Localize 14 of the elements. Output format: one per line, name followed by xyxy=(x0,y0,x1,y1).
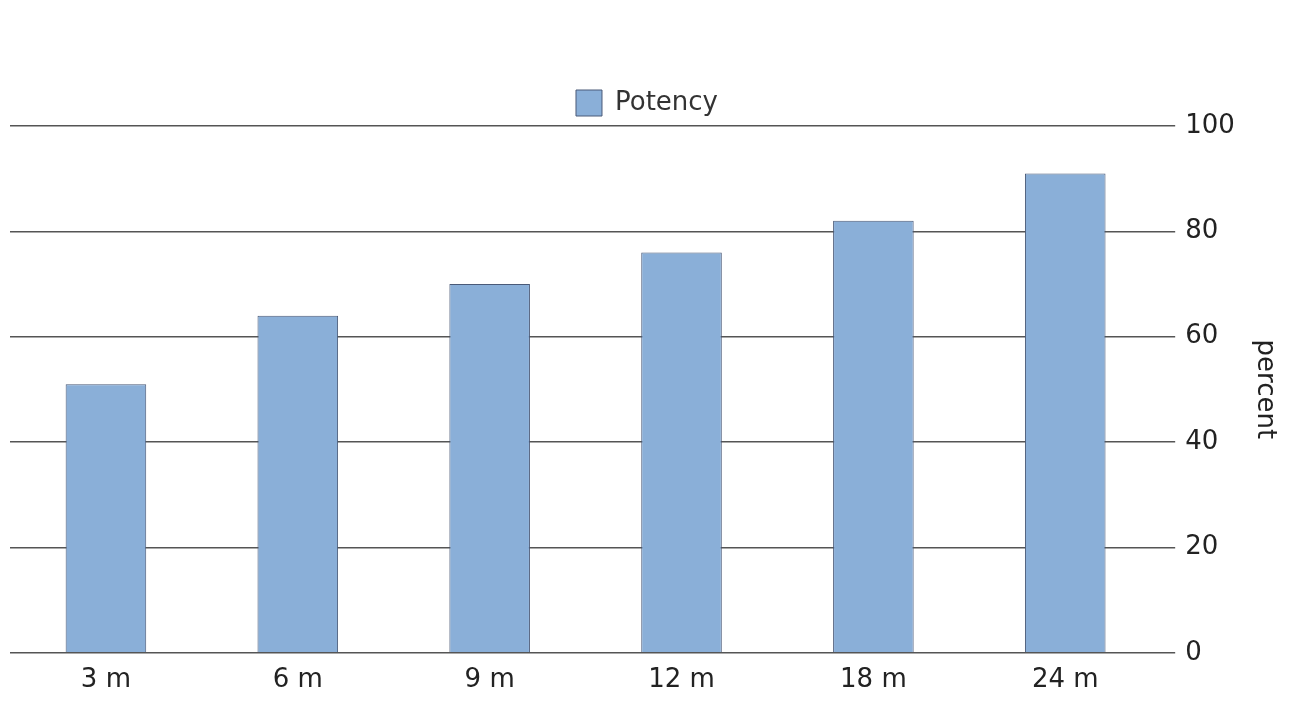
y-tick-label: 0 xyxy=(1185,635,1202,666)
y-axis-title: percent xyxy=(1251,339,1282,440)
x-tick-label: 9 m xyxy=(464,663,515,694)
y-tick-label: 40 xyxy=(1185,424,1219,455)
legend-label: Potency xyxy=(615,85,719,116)
y-tick-label: 80 xyxy=(1185,214,1219,245)
x-tick-label: 6 m xyxy=(272,663,323,694)
x-tick-label: 24 m xyxy=(1031,663,1099,694)
x-tick-label: 18 m xyxy=(840,663,907,694)
y-tick-label: 20 xyxy=(1185,530,1219,561)
x-tick-label: 12 m xyxy=(648,663,715,694)
y-tick-label: 100 xyxy=(1185,108,1235,139)
x-tick-label: 3 m xyxy=(80,663,131,694)
y-tick-label: 60 xyxy=(1185,319,1219,350)
